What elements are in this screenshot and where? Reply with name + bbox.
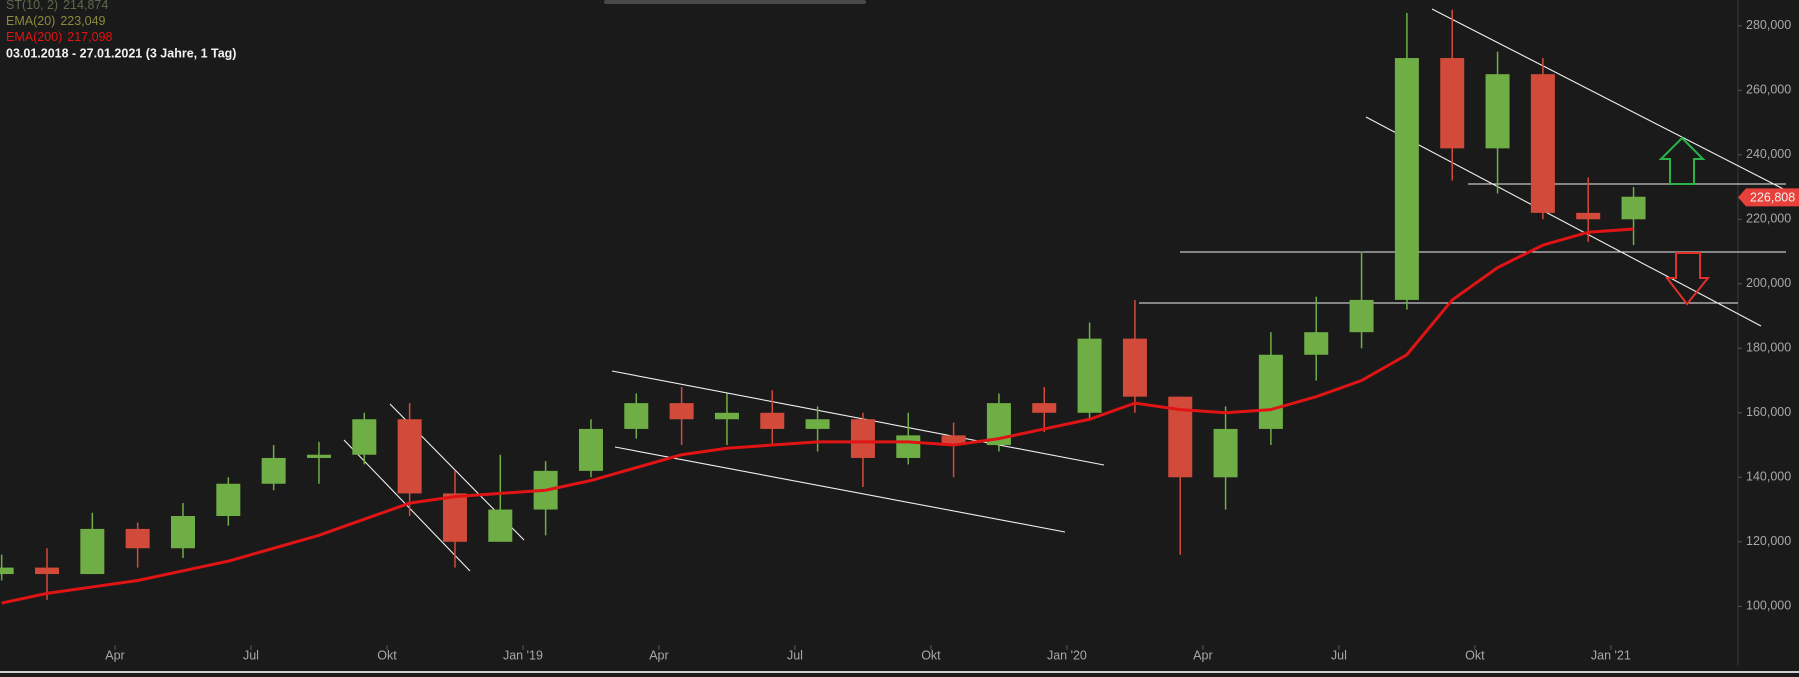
x-tick-label: Jan '21: [1591, 648, 1631, 662]
candle-body: [760, 412, 785, 429]
legend-value: 214,874: [63, 0, 108, 12]
legend-value: 217,098: [67, 30, 112, 44]
legend: ST(10, 2) 214,874 EMA(20) 223,049 EMA(200) 21…: [6, 0, 236, 60]
y-tick-label: 100,000: [1746, 599, 1791, 613]
candle-body: [714, 412, 739, 420]
x-tick-label: Okt: [377, 648, 397, 662]
candle-body: [352, 419, 377, 455]
candle-body: [306, 454, 331, 458]
top-tab: [604, 0, 866, 4]
candle-body: [1440, 58, 1465, 149]
y-tick-label: 240,000: [1746, 147, 1791, 161]
y-tick-label: 140,000: [1746, 470, 1791, 484]
up-arrow: [1658, 136, 1706, 185]
x-tick-label: Apr: [649, 648, 668, 662]
trendline: [614, 446, 1066, 533]
candle-body: [1530, 74, 1555, 213]
candle-body: [442, 493, 467, 542]
y-tick-label: 260,000: [1746, 83, 1791, 97]
y-tick-label: 200,000: [1746, 276, 1791, 290]
candle-body: [0, 567, 14, 575]
candle-body: [1576, 212, 1601, 220]
x-tick-label: Jul: [243, 648, 259, 662]
y-tick-label: 220,000: [1746, 212, 1791, 226]
y-tick-label: 180,000: [1746, 341, 1791, 355]
x-tick-label: Okt: [1465, 648, 1485, 662]
y-tick-label: 120,000: [1746, 534, 1791, 548]
candle-body: [216, 483, 241, 516]
candle-body: [1349, 299, 1374, 333]
candle-body: [1122, 338, 1147, 397]
legend-entry: EMA(20) 223,049: [6, 14, 106, 28]
x-tick-label: Okt: [921, 648, 941, 662]
legend-value: 223,049: [60, 14, 105, 28]
candle-body: [261, 457, 286, 484]
y-tick-label: 280,000: [1746, 18, 1791, 32]
legend-entry: EMA(200) 217,098: [6, 30, 113, 44]
trendline: [1365, 116, 1762, 327]
trendline: [611, 370, 1105, 466]
candle-body: [34, 567, 59, 575]
date-range: 03.01.2018 - 27.01.2021 (3 Jahre, 1 Tag): [6, 46, 236, 60]
last-price-tag: [1738, 188, 1799, 207]
legend-name: EMA(20): [6, 14, 55, 28]
candle-body: [1032, 403, 1057, 413]
candle-body: [1485, 74, 1510, 149]
x-tick-label: Jul: [787, 648, 803, 662]
x-tick-label: Apr: [105, 648, 124, 662]
candle-body: [1621, 196, 1646, 220]
candle-body: [669, 403, 694, 420]
x-tick-label: Jan '19: [503, 648, 543, 662]
down-arrow: [1664, 252, 1711, 306]
last-price-label: 226,808: [1750, 191, 1795, 205]
candles: [0, 9, 1646, 600]
legend-name: EMA(200): [6, 30, 62, 44]
candle-body: [624, 403, 649, 429]
candle-body: [488, 509, 513, 542]
candle-body: [1258, 354, 1283, 429]
candle-body: [170, 516, 195, 549]
candle-body: [941, 435, 966, 446]
y-tick-label: 160,000: [1746, 405, 1791, 419]
trendline: [1431, 8, 1796, 196]
candle-body: [80, 528, 105, 575]
x-tick-label: Apr: [1193, 648, 1212, 662]
candle-body: [1077, 338, 1102, 413]
candle-body: [1304, 332, 1329, 355]
candle-body: [850, 419, 875, 458]
candle-body: [578, 428, 603, 471]
legend-entry: ST(10, 2) 214,874: [6, 0, 108, 12]
candle-body: [1213, 428, 1238, 478]
candle-body: [896, 435, 921, 458]
candle-body: [1394, 58, 1419, 300]
x-tick-label: Jul: [1331, 648, 1347, 662]
candle-body: [805, 419, 830, 429]
candle-body: [397, 419, 422, 494]
ema-line: [1, 227, 1634, 605]
x-tick-label: Jan '20: [1047, 648, 1087, 662]
candle-body: [125, 528, 150, 549]
legend-name: ST(10, 2): [6, 0, 58, 12]
